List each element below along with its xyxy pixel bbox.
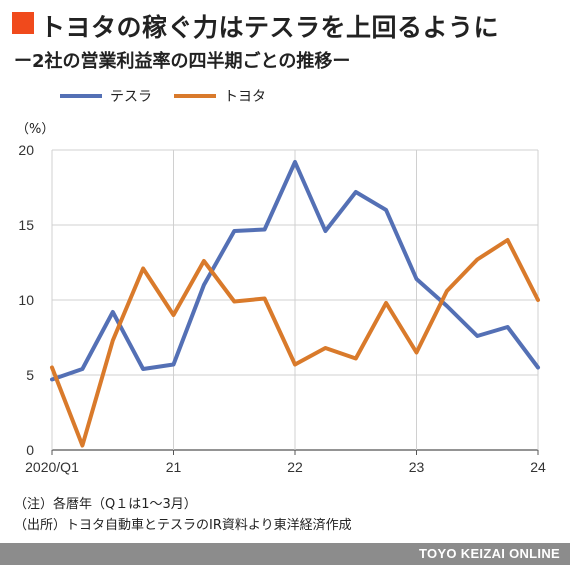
legend: テスラ トヨタ xyxy=(60,86,288,106)
legend-item-toyota: トヨタ xyxy=(174,86,266,106)
note-source: （出所）トヨタ自動車とテスラのIR資料より東洋経済作成 xyxy=(14,518,352,533)
y-tick-label: 15 xyxy=(18,217,34,233)
series-line-tesla xyxy=(50,160,540,382)
legend-label-tesla: テスラ xyxy=(110,89,152,105)
chart-title: トヨタの稼ぐ力はテスラを上回るように xyxy=(40,13,500,42)
x-tick-label: 22 xyxy=(287,459,303,475)
legend-swatch-tesla xyxy=(60,94,102,98)
legend-swatch-toyota xyxy=(174,94,216,98)
legend-label-toyota: トヨタ xyxy=(224,89,266,105)
series-line-toyota xyxy=(50,238,540,448)
y-axis-unit: （%） xyxy=(16,122,55,137)
y-tick-label: 20 xyxy=(18,142,34,158)
footer-brand: TOYO KEIZAI ONLINE xyxy=(419,546,560,561)
note-period: （注）各暦年（Q１は1〜3月） xyxy=(14,497,197,512)
y-tick-label: 0 xyxy=(26,442,34,458)
x-tick-label: 24 xyxy=(530,459,546,475)
line-chart: 0 5 10 15 20 2020/Q1 21 22 23 24 xyxy=(18,142,546,475)
y-tick-label: 10 xyxy=(18,292,34,308)
chart-subtitle: ー2社の営業利益率の四半期ごとの推移ー xyxy=(14,51,351,72)
footer-bar: TOYO KEIZAI ONLINE xyxy=(0,543,570,565)
y-tick-label: 5 xyxy=(26,367,34,383)
x-tick-label: 2020/Q1 xyxy=(25,459,79,475)
title-marker xyxy=(12,12,34,34)
x-tick-label: 23 xyxy=(409,459,425,475)
x-tick-label: 21 xyxy=(166,459,182,475)
legend-item-tesla: テスラ xyxy=(60,86,152,106)
